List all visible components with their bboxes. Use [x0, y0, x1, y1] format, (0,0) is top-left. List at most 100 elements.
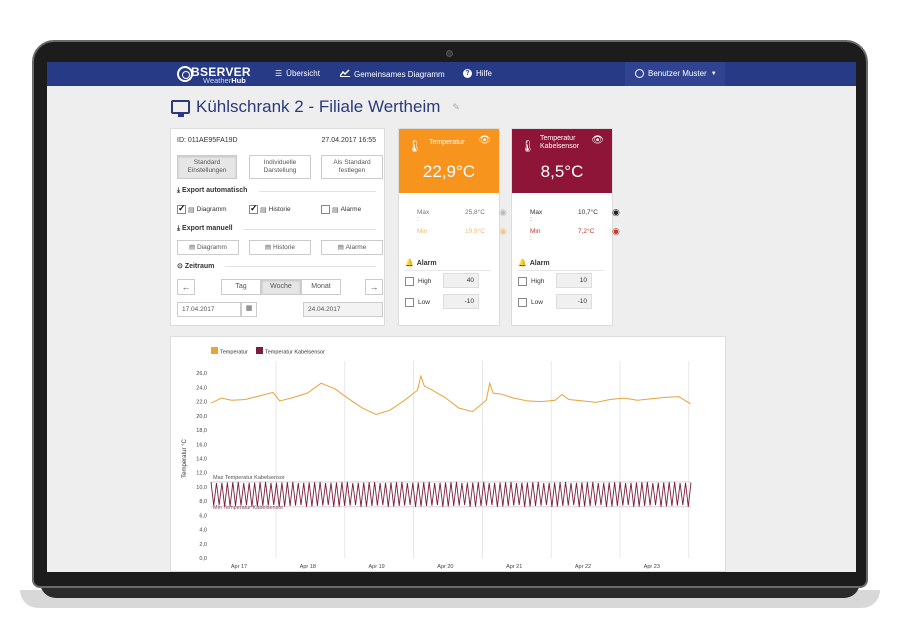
- camera-icon: [446, 50, 453, 57]
- export-auto-diagramm[interactable]: ▤ Diagramm: [177, 203, 227, 214]
- alarm-high-checkbox[interactable]: [405, 277, 414, 286]
- prev-period-button[interactable]: ←: [177, 279, 195, 295]
- x-tick-label: Apr 20: [437, 564, 453, 570]
- x-tick-label: Apr 19: [368, 564, 384, 570]
- arrow-right-icon: →: [369, 281, 379, 292]
- user-name: Benutzer Muster: [648, 69, 707, 78]
- y-tick-label: 0,0: [199, 556, 207, 562]
- caret-down-icon: ▼: [710, 70, 717, 77]
- x-tick-label: Apr 21: [506, 564, 522, 570]
- y-tick-label: 10,0: [196, 485, 207, 491]
- eye-slash-icon[interactable]: ◉: [499, 226, 507, 236]
- alarm-low-checkbox[interactable]: [518, 298, 527, 307]
- export-auto-historie[interactable]: ▤ Historie: [249, 203, 291, 214]
- control-panel: ID: 011AE95FA19D 27.04.2017 16:55 Standa…: [170, 128, 385, 326]
- brand-logo[interactable]: BSERVER WeatherHub: [177, 63, 253, 85]
- y-tick-label: 20,0: [196, 414, 207, 420]
- alarm-high-input[interactable]: 10: [556, 273, 592, 288]
- legend-label: Temperatur Kabelsensor: [265, 350, 325, 356]
- legend-label: Temperatur: [220, 350, 248, 356]
- period-tag[interactable]: Tag: [221, 279, 261, 295]
- legend-swatch: [256, 347, 263, 354]
- alarm-heading: 🔔 Alarm: [518, 259, 550, 268]
- thermometer-icon: 🌡: [520, 139, 536, 153]
- eye-icon[interactable]: 👁: [591, 135, 604, 146]
- sensor-card-temperatur: 🌡 Temperatur 👁 22,9°C Max : 25,8°C ◉ Min…: [398, 128, 507, 326]
- export-manual-alarme-button[interactable]: ▤ Alarme: [321, 240, 383, 255]
- date-to-input[interactable]: 24.04.2017: [303, 302, 383, 317]
- menu-icon: ☰: [275, 69, 283, 78]
- alarm-low-row: Low: [405, 298, 430, 307]
- chart-panel: Temperatur Temperatur Kabelsensor 0,0 2,0 4,…: [170, 336, 726, 572]
- y-tick-label: 26,0: [196, 371, 207, 377]
- calendar-icon[interactable]: ▦: [241, 302, 257, 317]
- sensor-card-kabelsensor: 🌡 Temperatur Kabelsensor 👁 8,5°C Max : 1…: [511, 128, 620, 326]
- x-tick-label: Apr 22: [575, 564, 591, 570]
- individual-view-button[interactable]: Individuelle Darstellung: [249, 155, 311, 179]
- brand-subtitle: WeatherHub: [203, 76, 246, 85]
- page-title: Kühlschrank 2 - Filiale Wertheim ✎: [171, 97, 460, 117]
- reference-label: Min Temperatur Kabelsensor: [213, 505, 283, 511]
- y-tick-label: 22,0: [196, 400, 207, 406]
- edit-icon[interactable]: ✎: [452, 101, 460, 112]
- date-from-input[interactable]: 17.04.2017: [177, 302, 241, 317]
- y-tick-label: 12,0: [196, 471, 207, 477]
- y-tick-label: 14,0: [196, 457, 207, 463]
- eye-icon[interactable]: ◉: [612, 207, 620, 217]
- nav-item-hilfe[interactable]: ? Hilfe: [463, 69, 492, 78]
- period-woche[interactable]: Woche: [261, 279, 301, 295]
- thermometer-icon: 🌡: [407, 139, 423, 153]
- checkbox[interactable]: [321, 205, 330, 214]
- y-tick-label: 16,0: [196, 442, 207, 448]
- alarm-high-checkbox[interactable]: [518, 277, 527, 286]
- help-icon: ?: [463, 69, 472, 78]
- observer-logo-icon: [177, 66, 193, 82]
- series-kabelsensor-line: [210, 481, 692, 507]
- brand-title: BSERVER: [191, 65, 251, 79]
- y-axis-label: Temperatur °C: [182, 438, 188, 477]
- alarm-low-input[interactable]: -10: [443, 294, 479, 309]
- alarm-low-input[interactable]: -10: [556, 294, 592, 309]
- device-id: ID: 011AE95FA19D: [177, 137, 238, 144]
- y-tick-label: 24,0: [196, 385, 207, 391]
- period-monat[interactable]: Monat: [301, 279, 341, 295]
- reference-label: Max Temperatur Kabelsensor: [213, 475, 285, 481]
- alarm-low-row: Low: [518, 298, 543, 307]
- set-default-button[interactable]: Als Standard festlegen: [321, 155, 383, 179]
- alarm-low-checkbox[interactable]: [405, 298, 414, 307]
- alarm-high-input[interactable]: 40: [443, 273, 479, 288]
- legend-swatch: [211, 347, 218, 354]
- document-icon: ▤: [260, 206, 267, 214]
- y-tick-label: 2,0: [199, 542, 207, 548]
- checkbox[interactable]: [177, 203, 186, 214]
- standard-settings-button[interactable]: Standard Einstellungen: [177, 155, 237, 179]
- eye-icon[interactable]: 👁: [478, 135, 491, 146]
- y-tick-label: 18,0: [196, 428, 207, 434]
- export-manual-diagramm-button[interactable]: ▤ Diagramm: [177, 240, 239, 255]
- export-auto-heading: ⤓ Export automatisch: [177, 187, 248, 194]
- alarm-high-row: High: [405, 277, 431, 286]
- bell-icon: 🔔: [405, 260, 414, 267]
- eye-icon[interactable]: ◉: [612, 226, 620, 236]
- eye-slash-icon[interactable]: ◉: [499, 207, 507, 217]
- bell-icon: 🔔: [518, 260, 527, 267]
- zeitraum-heading: ⊙ Zeitraum: [177, 263, 215, 270]
- document-icon: ▤: [337, 243, 346, 251]
- user-icon: [635, 69, 644, 78]
- sensor-value: 8,5°C: [540, 162, 584, 181]
- y-tick-label: 6,0: [199, 513, 207, 519]
- checkbox[interactable]: [249, 203, 258, 214]
- x-tick-label: Apr 23: [644, 564, 660, 570]
- export-manual-historie-button[interactable]: ▤ Historie: [249, 240, 311, 255]
- line-chart-icon: [339, 69, 350, 79]
- nav-item-gemeinsames-diagramm[interactable]: Gemeinsames Diagramm: [339, 69, 445, 79]
- arrow-left-icon: ←: [181, 281, 191, 292]
- nav-item-uebersicht[interactable]: ☰ Übersicht: [275, 69, 320, 78]
- user-menu[interactable]: Benutzer Muster ▼: [625, 62, 725, 86]
- sensor-name: Temperatur: [429, 139, 465, 146]
- next-period-button[interactable]: →: [365, 279, 383, 295]
- navbar: BSERVER WeatherHub ☰ Übersicht Gemeinsam…: [47, 62, 856, 86]
- x-tick-label: Apr 18: [300, 564, 316, 570]
- export-auto-alarme[interactable]: ▤ Alarme: [321, 205, 361, 214]
- sensor-name: Temperatur Kabelsensor: [540, 135, 579, 151]
